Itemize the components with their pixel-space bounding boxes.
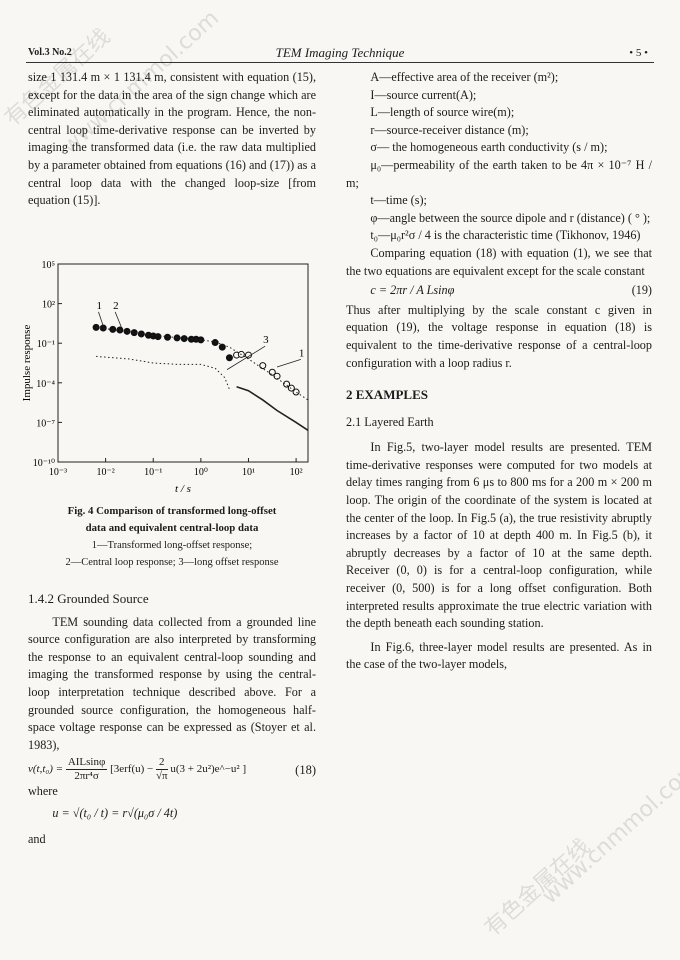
definition-item: I—source current(A); xyxy=(370,87,477,102)
equation-19: c = 2πr / A Lsinφ (19) xyxy=(370,283,652,298)
x-tick-label: 10¹ xyxy=(242,467,255,478)
y-tick-label: 10⁻⁴ xyxy=(36,379,55,390)
x-tick-label: 10⁻¹ xyxy=(144,467,162,478)
page-number: • 5 • xyxy=(629,47,648,59)
data-point xyxy=(137,330,145,338)
equation-u: u = √(t₀ / t) = r√(μ₀σ / 4t) xyxy=(52,805,178,820)
annotation-label: 3 xyxy=(263,334,269,346)
text: where xyxy=(28,784,58,799)
data-point xyxy=(283,380,291,388)
section-heading: 2 EXAMPLES xyxy=(346,387,428,403)
y-tick-label: 10⁻⁷ xyxy=(36,418,55,429)
definition-item: σ— the homogeneous earth conductivity (s… xyxy=(370,140,608,155)
annotation-leader xyxy=(226,345,266,370)
paragraph: In Fig.6, three-layer model results are … xyxy=(346,639,652,672)
watermark: www.cnmmol.com xyxy=(537,755,680,910)
caption-legend: 2—Central loop response; 3—long offset r… xyxy=(65,557,279,568)
y-tick-label: 10⁻¹ xyxy=(37,339,55,350)
plot-frame xyxy=(57,263,309,463)
data-point xyxy=(173,334,181,342)
left-column-lower: 1.4.2 Grounded Source TEM sounding data … xyxy=(28,590,316,848)
annotation-label: 2 xyxy=(113,300,119,312)
paragraph: Thus after multiplying by the scale cons… xyxy=(346,302,652,370)
right-column: A—effective area of the receiver (m²); I—… xyxy=(346,69,652,674)
x-axis-label: t / s xyxy=(175,483,191,495)
eq-lhs: v(t,t₀) = xyxy=(28,763,64,776)
y-tick-label: 10⁵ xyxy=(42,260,56,271)
y-axis-label: Impulse response xyxy=(21,325,33,402)
watermark: 有色金属在线 xyxy=(480,834,596,942)
series-line xyxy=(236,386,309,431)
subsection-heading: 2.1 Layered Earth xyxy=(346,414,434,429)
definition-item: A—effective area of the receiver (m²); xyxy=(370,70,559,84)
paragraph: TEM sounding data collected from a groun… xyxy=(28,614,316,752)
definition-item: φ—angle between the source dipole and r … xyxy=(370,210,651,225)
figure-caption: Fig. 4 Comparison of transformed long-of… xyxy=(28,503,316,571)
running-header: Vol.3 No.2 TEM Imaging Technique • 5 • xyxy=(26,44,654,63)
figure-4-plot: 10⁻³ 10⁻² 10⁻¹ 10⁰ 10¹ 10² 10⁵ 10² 10⁻¹ 10⁻⁴ 10⁻⁷ 1… xyxy=(21,260,309,495)
text: and xyxy=(28,831,46,846)
paragraph: Comparing equation (18) with equation (1… xyxy=(346,245,652,278)
data-point xyxy=(211,339,219,347)
data-point xyxy=(218,343,226,351)
annotation-leader xyxy=(98,311,104,327)
series-line xyxy=(96,355,230,390)
left-column: size 1 131.4 m × 1 131.4 m, consistent w… xyxy=(28,69,316,210)
y-tick-label: 10² xyxy=(42,300,55,311)
definition-item: μ₀—permeability of the earth taken to be… xyxy=(346,157,652,190)
data-point xyxy=(92,323,100,331)
data-point xyxy=(164,333,172,341)
equation-number: (18) xyxy=(295,763,316,778)
data-point xyxy=(154,333,162,341)
annotation-leader xyxy=(276,359,301,368)
x-tick-label: 10⁻² xyxy=(96,467,114,478)
annotation-leader xyxy=(114,311,123,330)
y-tick-label: 10⁻¹⁰ xyxy=(33,458,55,469)
caption-title: data and equivalent central-loop data xyxy=(85,522,259,534)
data-point xyxy=(244,351,252,359)
definition-item: t₀—μ₀r²σ / 4 is the characteristic time … xyxy=(370,228,641,243)
paragraph: In Fig.5, two-layer model results are pr… xyxy=(346,440,652,631)
x-tick-label: 10⁻³ xyxy=(49,467,67,478)
annotation-label: 1 xyxy=(299,347,305,359)
x-tick-label: 10² xyxy=(290,467,303,478)
fraction: AILsinφ 2πr⁴σ xyxy=(65,756,108,783)
caption-legend: 1—Transformed long-offset response; xyxy=(91,540,253,551)
equation-18: v(t,t₀) = AILsinφ 2πr⁴σ [3erf(u) − 2 √π u(… xyxy=(28,756,316,783)
symbol-definitions: A—effective area of the receiver (m²); I—… xyxy=(346,69,652,245)
paragraph: size 1 131.4 m × 1 131.4 m, consistent w… xyxy=(28,70,316,208)
definition-item: r—source-receiver distance (m); xyxy=(370,122,529,137)
x-tick-label: 10⁰ xyxy=(194,467,208,478)
volume-number: Vol.3 No.2 xyxy=(28,47,72,58)
data-point xyxy=(197,336,205,344)
definition-item: L—length of source wire(m); xyxy=(370,105,515,120)
definition-item: t—time (s); xyxy=(370,193,427,208)
caption-title: Fig. 4 Comparison of transformed long-of… xyxy=(67,505,277,517)
running-title: TEM Imaging Technique xyxy=(275,45,405,60)
annotation-label: 1 xyxy=(96,300,102,312)
section-heading: 1.4.2 Grounded Source xyxy=(28,591,149,606)
data-point xyxy=(225,354,233,362)
